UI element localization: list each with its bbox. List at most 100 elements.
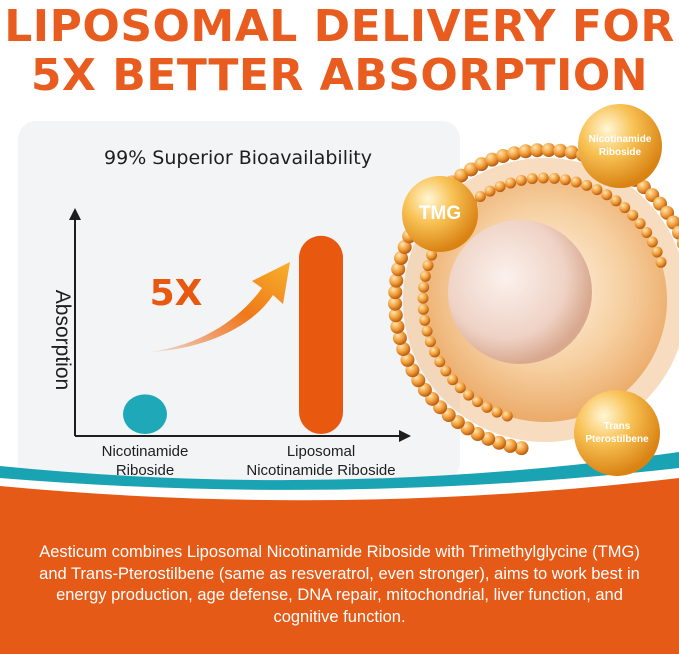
- lipid-bead: [388, 296, 403, 311]
- lipid-bead: [530, 143, 545, 158]
- lipid-bead: [492, 435, 507, 450]
- lipid-bead: [440, 365, 452, 377]
- lipid-bead: [400, 352, 415, 367]
- lipid-bead: [548, 172, 560, 184]
- lipid-bead: [676, 238, 679, 249]
- lipid-bead: [474, 157, 489, 172]
- multiplier-annotation: 5X: [150, 273, 203, 314]
- lipid-bead: [394, 250, 409, 265]
- lipid-bead: [388, 285, 403, 300]
- tmg-label: TMG: [418, 203, 462, 224]
- lipid-bead: [484, 185, 496, 197]
- lipid-bead: [418, 281, 430, 293]
- bar-2: [299, 235, 343, 434]
- nr-label-line-1: Nicotinamide: [588, 134, 652, 145]
- lipid-bead: [601, 189, 613, 201]
- category-label-2-line-2: Nicotinamide Riboside: [246, 462, 395, 479]
- lipid-bead: [417, 303, 429, 315]
- lipid-bead: [515, 174, 527, 186]
- lipid-bead: [429, 346, 441, 358]
- tmg-bubble: [402, 176, 478, 252]
- lipid-bead: [610, 195, 622, 207]
- lipid-bead: [485, 152, 500, 167]
- lipid-bead: [391, 262, 406, 277]
- lipid-bead: [581, 179, 593, 191]
- lipid-bead: [481, 431, 496, 446]
- lipid-bead: [503, 438, 518, 453]
- headline: LIPOSOMAL DELIVERY FOR 5X BETTER ABSORPT…: [0, 2, 679, 100]
- lipid-bead: [646, 236, 658, 248]
- lipid-bead: [672, 225, 679, 240]
- lipid-bead: [417, 292, 429, 304]
- y-axis-label: Absorption: [51, 290, 74, 390]
- description: Aesticum combines Liposomal Nicotinamide…: [39, 543, 640, 626]
- lipid-bead: [463, 389, 475, 401]
- headline-line-2: 5X BETTER ABSORPTION: [30, 50, 649, 101]
- lipid-bead: [627, 209, 639, 221]
- lipid-bead: [434, 356, 446, 368]
- lipid-bead: [424, 336, 436, 348]
- bars-group: [123, 235, 343, 434]
- lipid-bead: [505, 177, 517, 189]
- ps-label-line-1: Trans: [603, 421, 631, 432]
- lipid-bead: [405, 363, 420, 378]
- lipid-bead: [501, 410, 513, 422]
- lipid-bead: [537, 172, 549, 184]
- lipid-bead: [474, 191, 486, 203]
- lipid-bead: [564, 145, 579, 160]
- lipid-bead: [634, 218, 646, 230]
- lipid-bead: [471, 396, 483, 408]
- y-axis-arrowhead: [69, 208, 81, 220]
- ps-label-line-2: Pterostilbene: [585, 434, 649, 445]
- lipid-bead: [591, 184, 603, 196]
- lipid-bead: [495, 149, 510, 164]
- category-labels-group: Nicotinamide Riboside Liposomal Nicotinamid…: [102, 443, 396, 479]
- chart-title: 99% Superior Bioavailability: [104, 147, 372, 169]
- growth-arrow: [150, 262, 290, 352]
- lipid-bead: [514, 441, 529, 456]
- lipid-bead: [390, 319, 405, 334]
- lipid-bead: [641, 226, 653, 238]
- category-label-1-line-2: Riboside: [116, 462, 174, 479]
- lipid-bead: [651, 246, 663, 258]
- lipid-bead: [397, 240, 412, 255]
- lipid-bead: [447, 374, 459, 386]
- lipid-bead: [541, 143, 556, 158]
- headline-line-1: LIPOSOMAL DELIVERY FOR: [4, 1, 675, 52]
- category-label-2-line-1: Liposomal: [287, 443, 355, 460]
- lipid-bead: [422, 260, 434, 272]
- pterostilbene-label: Trans Pterostilbene: [574, 417, 660, 449]
- lipid-bead: [388, 308, 403, 323]
- lipid-bead: [481, 401, 493, 413]
- lipid-bead: [494, 181, 506, 193]
- lipid-bead: [426, 249, 438, 261]
- lipid-bead: [419, 270, 431, 282]
- nicotinamide-riboside-label: Nicotinamide Riboside: [578, 130, 662, 162]
- lipid-bead: [419, 314, 431, 326]
- lipid-bead: [389, 273, 404, 288]
- orange-band: [0, 478, 679, 654]
- lipid-bead: [518, 144, 533, 159]
- x-axis-arrowhead: [399, 430, 411, 442]
- lipid-bead: [553, 143, 568, 158]
- nr-label-line-2: Riboside: [598, 147, 642, 158]
- lipid-bead: [396, 342, 411, 357]
- lipid-bead: [666, 215, 679, 230]
- lipid-bead: [491, 406, 503, 418]
- lipid-bead: [619, 202, 631, 214]
- lipid-bead: [464, 162, 479, 177]
- nicotinamide-riboside-bubble: [578, 104, 662, 188]
- lipid-bead: [421, 325, 433, 337]
- lipid-bead: [655, 256, 667, 268]
- lipid-bead: [570, 176, 582, 188]
- lipid-bead: [392, 331, 407, 346]
- lipid-bead: [526, 173, 538, 185]
- lipid-bead: [454, 382, 466, 394]
- category-label-1-line-1: Nicotinamide: [102, 443, 189, 460]
- chart-panel: [18, 121, 460, 481]
- bar-1: [123, 394, 167, 434]
- lipid-bead: [559, 174, 571, 186]
